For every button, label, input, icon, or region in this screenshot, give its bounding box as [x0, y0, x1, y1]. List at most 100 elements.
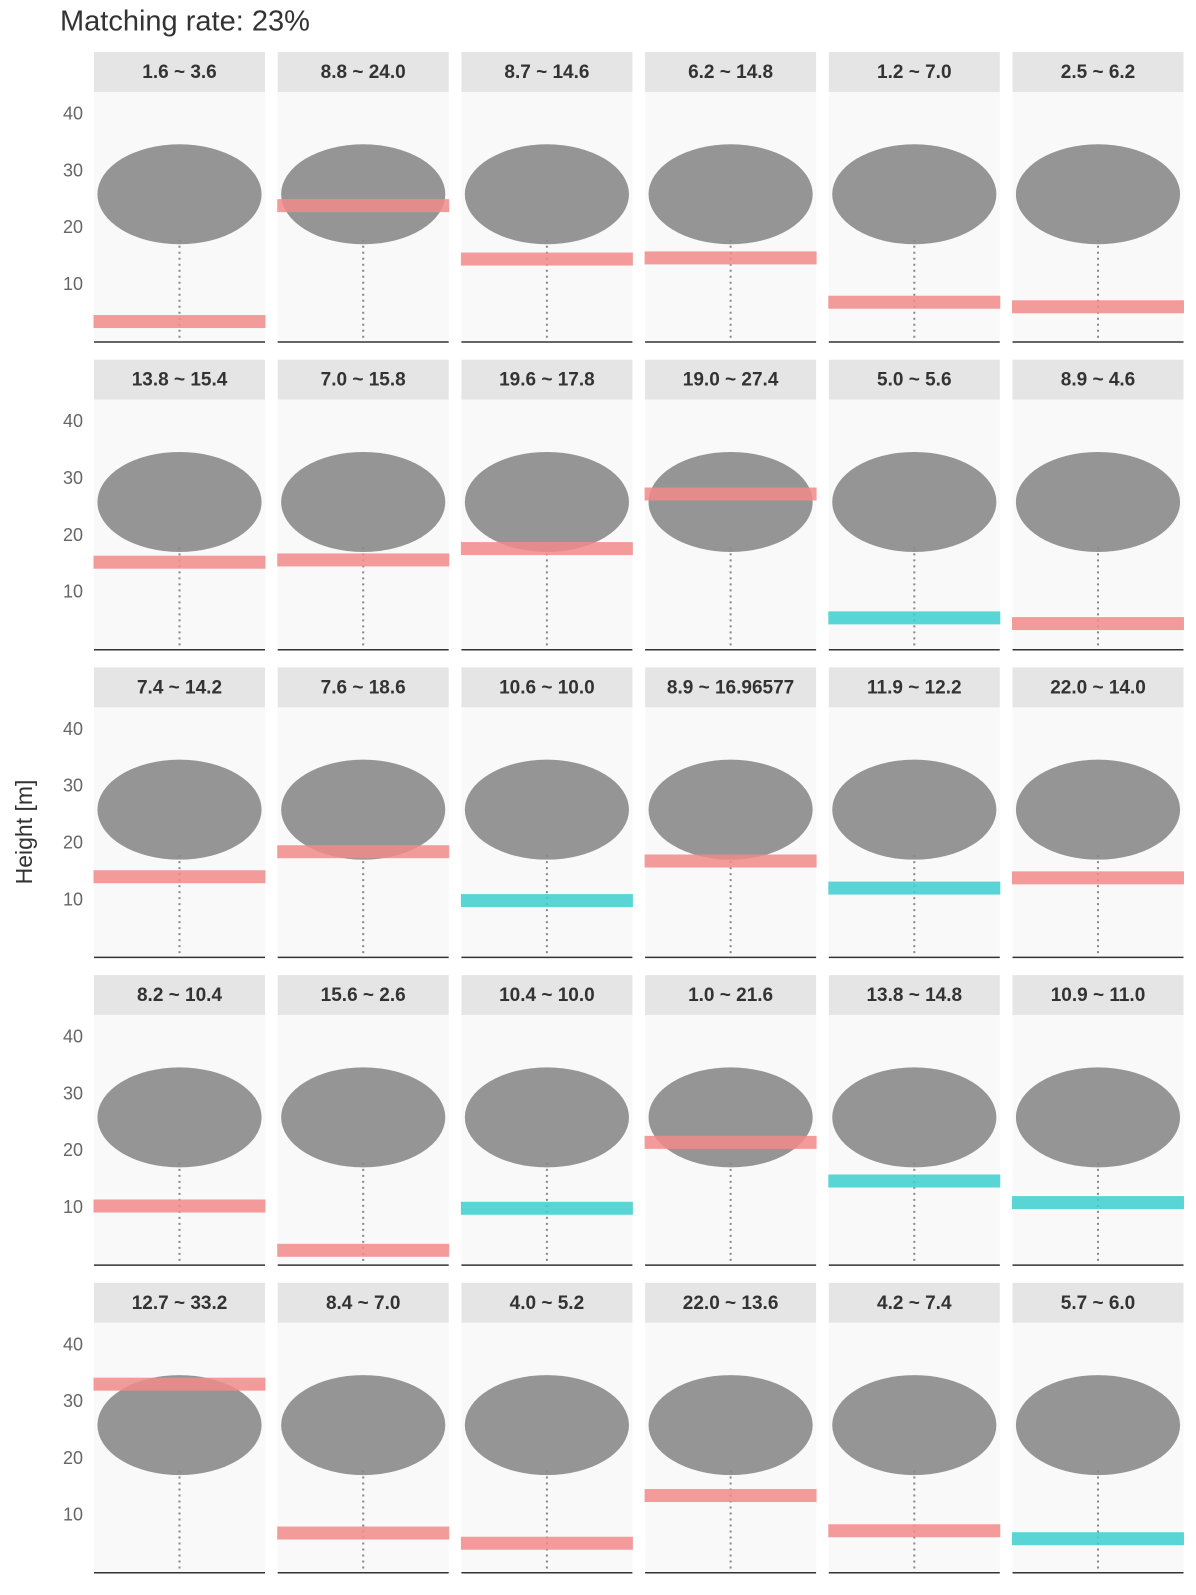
matching-band — [277, 845, 450, 859]
panel-header — [1012, 975, 1184, 1016]
panel-header — [828, 52, 1000, 92]
tree-crown — [832, 1067, 997, 1168]
tree-crown — [648, 144, 813, 245]
panel-header — [1012, 52, 1184, 92]
y-tick-label: 30 — [63, 160, 83, 180]
y-tick-label: 40 — [63, 1027, 83, 1047]
panel-title: 10.4 ~ 10.0 — [499, 985, 595, 1006]
panel-header — [828, 975, 1000, 1016]
y-tick-label: 10 — [63, 889, 83, 909]
panel-header — [828, 667, 1000, 708]
panel-header — [461, 1282, 633, 1323]
tree-crown — [97, 1067, 262, 1168]
tree-crown — [281, 1067, 446, 1168]
panel-title: 12.7 ~ 33.2 — [132, 1293, 228, 1314]
matching-band — [277, 553, 450, 567]
matching-band — [277, 1526, 450, 1540]
matching-band — [828, 295, 1001, 309]
y-tick-label: 40 — [63, 411, 83, 431]
tree-crown — [97, 451, 262, 552]
tree-crown — [1015, 1067, 1181, 1168]
panel-title: 1.0 ~ 21.6 — [688, 985, 773, 1006]
matching-band — [93, 315, 266, 329]
panel-header — [828, 1282, 1000, 1323]
panel-header — [94, 52, 265, 92]
y-tick-label: 30 — [63, 776, 83, 796]
matching-band — [644, 854, 817, 868]
y-tick-label: 20 — [63, 525, 83, 545]
tree-crown — [281, 1375, 446, 1476]
panel-title: 13.8 ~ 14.8 — [866, 985, 962, 1006]
panel-title: 13.8 ~ 15.4 — [132, 370, 228, 391]
panel-header — [1012, 359, 1184, 400]
tree-crown — [1015, 1375, 1181, 1476]
tree-crown — [281, 451, 446, 552]
panel-title: 8.8 ~ 24.0 — [321, 62, 406, 83]
matching-band — [277, 1243, 450, 1257]
panel-title: 8.9 ~ 16.96577 — [667, 677, 794, 698]
panel-title: 19.6 ~ 17.8 — [499, 370, 595, 391]
matching-band — [644, 251, 817, 265]
matching-band — [460, 1536, 633, 1550]
panel-header — [461, 975, 633, 1016]
panel-title: 22.0 ~ 14.0 — [1050, 677, 1146, 698]
matching-band — [1012, 871, 1184, 885]
y-tick-label: 40 — [63, 1334, 83, 1354]
matching-band — [460, 894, 633, 908]
panel-header — [645, 52, 817, 92]
panel-header — [277, 52, 449, 92]
y-tick-label: 30 — [63, 468, 83, 488]
y-tick-label: 40 — [63, 719, 83, 739]
panel-header — [277, 1282, 449, 1323]
tree-crown — [464, 759, 629, 860]
matching-band — [460, 542, 633, 556]
panel-title: 11.9 ~ 12.2 — [867, 677, 962, 698]
panel-title: 19.0 ~ 27.4 — [683, 370, 779, 391]
chart-title: Matching rate: 23% — [60, 6, 310, 38]
y-axis-label: Height [m] — [11, 780, 37, 885]
panel-header — [1012, 667, 1184, 708]
tree-crown — [832, 1375, 997, 1476]
panel-title: 15.6 ~ 2.6 — [321, 985, 406, 1006]
matching-band — [828, 1524, 1001, 1538]
matching-band — [644, 1489, 817, 1503]
panel-title: 10.9 ~ 11.0 — [1051, 985, 1146, 1006]
panel-header — [828, 359, 1000, 400]
panel-header — [277, 667, 449, 708]
tree-crown — [464, 144, 629, 245]
panel-title: 2.5 ~ 6.2 — [1061, 62, 1135, 83]
panel-header — [277, 975, 449, 1016]
panel-header — [645, 975, 817, 1016]
panel-title: 8.4 ~ 7.0 — [326, 1293, 400, 1314]
panel-title: 1.2 ~ 7.0 — [877, 62, 951, 83]
tree-crown — [464, 1375, 629, 1476]
panel-header — [94, 667, 265, 708]
tree-crown — [97, 1375, 262, 1476]
tree-crown — [281, 144, 446, 245]
y-tick-label: 20 — [63, 1140, 83, 1160]
tree-crown — [648, 1067, 813, 1168]
y-tick-label: 20 — [63, 1448, 83, 1468]
panel-title: 4.2 ~ 7.4 — [877, 1293, 952, 1314]
tree-crown — [1015, 759, 1181, 860]
matching-band — [1012, 617, 1184, 631]
matching-band — [93, 555, 266, 569]
panel-header — [461, 667, 633, 708]
panel-header — [645, 1282, 817, 1323]
matching-band — [1012, 1532, 1184, 1546]
tree-crown — [1015, 451, 1181, 552]
panel-header — [645, 667, 817, 708]
panel-header — [94, 975, 265, 1016]
y-tick-label: 30 — [63, 1391, 83, 1411]
panel-title: 5.0 ~ 5.6 — [877, 370, 951, 391]
matching-band — [460, 1201, 633, 1215]
matching-band — [644, 1135, 817, 1149]
tree-crown — [464, 451, 629, 552]
y-tick-label: 10 — [63, 1197, 83, 1217]
panel-title: 8.2 ~ 10.4 — [137, 985, 222, 1006]
y-tick-label: 20 — [63, 217, 83, 237]
matching-band — [1012, 1196, 1184, 1210]
panel-header — [461, 359, 633, 400]
